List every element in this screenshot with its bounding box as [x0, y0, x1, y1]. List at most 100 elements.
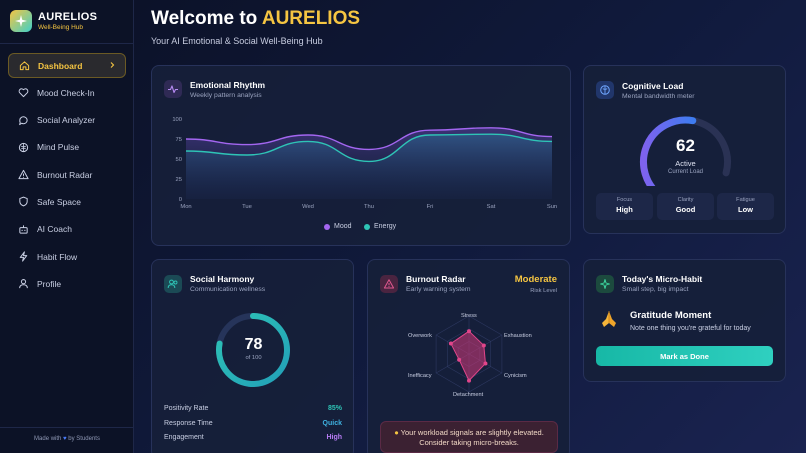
welcome-brand: AURELIOS: [261, 8, 361, 29]
stat-clarity: Clarity Good: [657, 193, 714, 220]
sidebar-item-ai-coach[interactable]: AI Coach: [8, 217, 126, 242]
radar-label-detachment: Detachment: [453, 392, 484, 398]
radar-label-stress: Stress: [461, 313, 477, 319]
sidebar-item-social-analyzer[interactable]: Social Analyzer: [8, 108, 126, 133]
x-tick-label: Thu: [364, 204, 374, 210]
legend-dot: [364, 223, 370, 230]
warning-icon: [380, 275, 398, 293]
series-line-mood: [185, 127, 553, 151]
divider: [0, 427, 133, 428]
radar-shape: [450, 330, 486, 382]
heart-icon: ♥: [63, 436, 67, 442]
brand[interactable]: AURELIOS Well-Being Hub: [10, 10, 97, 32]
emotional-rhythm-card: Emotional Rhythm Weekly pattern analysis…: [151, 65, 571, 246]
stat-value: Low: [738, 205, 753, 214]
sparkle-logo-icon: [10, 10, 32, 32]
x-tick-label: Tue: [242, 204, 252, 210]
sidebar-nav: Dashboard Mood Check-In Social Analyzer …: [8, 53, 126, 299]
footer-made-with: Made with: [34, 436, 62, 442]
warning-icon: [17, 169, 29, 181]
legend-mood[interactable]: Mood: [324, 223, 352, 230]
card-title: Social Harmony: [190, 274, 255, 284]
cognitive-caption: Current Load: [667, 169, 704, 175]
radar-label-overwork: Overwork: [408, 333, 432, 339]
stat-value: Good: [675, 205, 696, 214]
sidebar-item-mood-check-in[interactable]: Mood Check-In: [8, 80, 126, 105]
y-tick-label: 100: [172, 117, 182, 123]
x-tick-label: Wed: [302, 204, 314, 210]
radar-point: [483, 361, 488, 366]
legend-label: Energy: [374, 223, 397, 230]
x-tick-label: Sun: [547, 204, 557, 210]
harmony-row-response-time: Response Time Quick: [164, 420, 342, 427]
stat-label: Clarity: [677, 197, 694, 203]
card-title: Cognitive Load: [622, 81, 684, 91]
sidebar-item-label: Habit Flow: [37, 251, 78, 262]
users-icon: [164, 275, 182, 293]
mark-as-done-button[interactable]: Mark as Done: [596, 346, 773, 366]
stat-fatigue: Fatigue Low: [717, 193, 774, 220]
burnout-notice: ● Your workload signals are slightly ele…: [380, 421, 558, 453]
radar-point: [467, 329, 471, 334]
card-subtitle: Communication wellness: [190, 286, 266, 293]
series-area-energy: [186, 134, 552, 199]
gauge-fill: [640, 116, 697, 186]
user-icon: [17, 278, 29, 290]
row-value: 85%: [327, 405, 342, 412]
sidebar-item-label: AI Coach: [37, 224, 72, 235]
row-label: Response Time: [164, 420, 213, 427]
risk-level-caption: Risk Level: [530, 288, 557, 294]
sidebar-item-label: Burnout Radar: [37, 169, 93, 180]
habit-text: Note one thing you're grateful for today: [630, 325, 751, 332]
cognitive-gauge: [640, 116, 731, 186]
welcome-prefix: Welcome to: [151, 8, 262, 29]
sidebar-item-safe-space[interactable]: Safe Space: [8, 189, 126, 214]
sidebar-item-dashboard[interactable]: Dashboard: [8, 53, 126, 78]
cognitive-status: Active: [675, 159, 696, 168]
y-tick-label: 75: [176, 137, 182, 143]
risk-level: Moderate: [514, 274, 557, 285]
harmony-row-positivity: Positivity Rate 85%: [164, 405, 342, 412]
radar-point: [481, 343, 486, 348]
stat-value: High: [616, 205, 633, 214]
radar-label-inefficacy: Inefficacy: [408, 373, 432, 379]
habit-title: Gratitude Moment: [630, 310, 712, 321]
lightbulb-icon: ●: [394, 428, 399, 437]
sidebar-item-burnout-radar[interactable]: Burnout Radar: [8, 162, 126, 187]
shield-icon: [17, 196, 29, 208]
card-title: Emotional Rhythm: [190, 80, 266, 90]
brand-title: AURELIOS: [38, 11, 98, 23]
radar-label-cynicism: Cynicism: [504, 373, 527, 379]
legend-dot: [324, 223, 330, 230]
brand-subtitle: Well-Being Hub: [38, 24, 84, 31]
sidebar-item-profile[interactable]: Profile: [8, 271, 126, 296]
harmony-ring: [216, 313, 290, 387]
harmony-score-of: of 100: [245, 355, 262, 361]
divider: [0, 43, 133, 44]
radar-point: [448, 341, 453, 346]
page-subtitle: Your AI Emotional & Social Well-Being Hu…: [151, 36, 323, 46]
legend-energy[interactable]: Energy: [364, 223, 396, 230]
x-tick-label: Fri: [427, 204, 434, 210]
burnout-radar-card: Burnout Radar Early warning system Moder…: [367, 259, 570, 453]
card-subtitle: Mental bandwidth meter: [622, 93, 695, 100]
brain-icon: [17, 141, 29, 153]
series-line-energy: [185, 133, 553, 163]
sidebar-item-mind-pulse[interactable]: Mind Pulse: [8, 135, 126, 160]
stat-label: Fatigue: [736, 197, 755, 203]
sidebar-item-label: Mood Check-In: [37, 87, 95, 98]
sidebar-item-label: Mind Pulse: [37, 142, 80, 153]
card-subtitle: Early warning system: [406, 286, 471, 293]
brain-icon: [596, 81, 614, 99]
stat-focus: Focus High: [596, 193, 653, 220]
row-label: Positivity Rate: [164, 405, 209, 412]
home-icon: [18, 60, 30, 72]
legend-label: Mood: [334, 223, 352, 230]
social-harmony-card: Social Harmony Communication wellness 78…: [151, 259, 354, 453]
radar-point: [457, 357, 462, 362]
sidebar-item-label: Safe Space: [37, 196, 81, 207]
sidebar-item-habit-flow[interactable]: Habit Flow: [8, 244, 126, 269]
notice-text: Your workload signals are slightly eleva…: [400, 428, 544, 447]
robot-icon: [17, 223, 29, 235]
card-title: Today's Micro-Habit: [622, 274, 703, 284]
